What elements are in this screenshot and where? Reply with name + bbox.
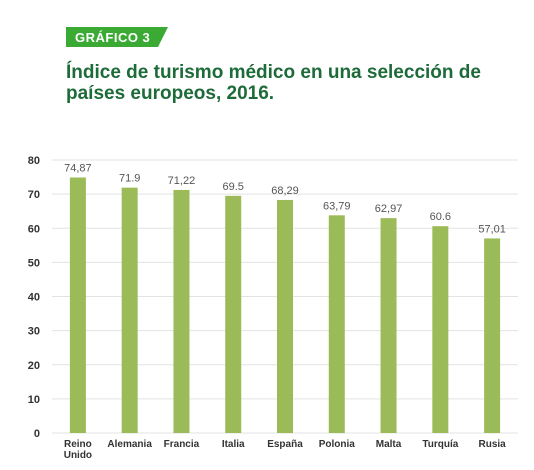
- x-tick-label: España: [267, 439, 303, 450]
- bar-value-label: 69.5: [223, 181, 244, 193]
- bar: [484, 238, 501, 433]
- bar-value-label: 63,79: [323, 200, 351, 212]
- bar-chart: 0 10 20 30 40 50 60 70 80 74,87 71.9 71,22 69.5 68,2…: [28, 155, 518, 461]
- x-axis-labels: Reino Unido Alemania Francia Italia España Pol…: [64, 439, 506, 461]
- bar: [225, 195, 242, 433]
- bar: [69, 177, 86, 433]
- chart-title: Índice de turismo médico en una selecció…: [66, 62, 481, 104]
- x-tick-label: Turquía: [422, 439, 458, 450]
- bar-value-label: 62,97: [375, 203, 403, 215]
- bar: [277, 199, 293, 433]
- bar-value-label: 68,29: [271, 185, 299, 197]
- y-tick-label: 60: [28, 223, 40, 235]
- badge-label: GRÁFICO 3: [75, 30, 151, 45]
- x-tick-label: Rusia: [478, 439, 506, 450]
- y-tick-label: 20: [28, 360, 40, 372]
- x-tick-label: Italia: [222, 439, 245, 450]
- y-tick-label: 80: [28, 155, 40, 167]
- bars: [69, 177, 501, 433]
- x-tick-label: Polonia: [319, 439, 356, 450]
- y-tick-label: 40: [28, 292, 40, 304]
- x-tick-label: Francia: [164, 439, 200, 450]
- bar: [173, 189, 190, 433]
- x-tick-label: Malta: [376, 439, 402, 450]
- y-tick-label: 70: [28, 189, 40, 201]
- y-tick-label: 30: [28, 326, 40, 338]
- y-tick-label: 0: [34, 428, 40, 440]
- value-labels: 74,87 71.9 71,22 69.5 68,29 63,79 62,97 60.6 57,…: [64, 163, 506, 236]
- x-tick-label: Reino Unido: [64, 439, 92, 461]
- y-tick-label: 10: [28, 394, 40, 406]
- bar-value-label: 71,22: [168, 175, 196, 187]
- chart-number-badge: GRÁFICO 3: [66, 27, 168, 47]
- bar-value-label: 57,01: [478, 223, 506, 235]
- y-axis-ticks: 0 10 20 30 40 50 60 70 80: [28, 155, 40, 440]
- bar-value-label: 60.6: [430, 211, 451, 223]
- x-tick-label: Alemania: [107, 439, 152, 450]
- bar: [432, 226, 449, 433]
- bar: [328, 215, 345, 433]
- badge-shape: [66, 27, 168, 47]
- bar-value-label: 74,87: [64, 163, 92, 175]
- bar: [121, 187, 138, 433]
- bar-value-label: 71.9: [119, 173, 140, 185]
- y-tick-label: 50: [28, 257, 40, 269]
- bar: [380, 218, 397, 433]
